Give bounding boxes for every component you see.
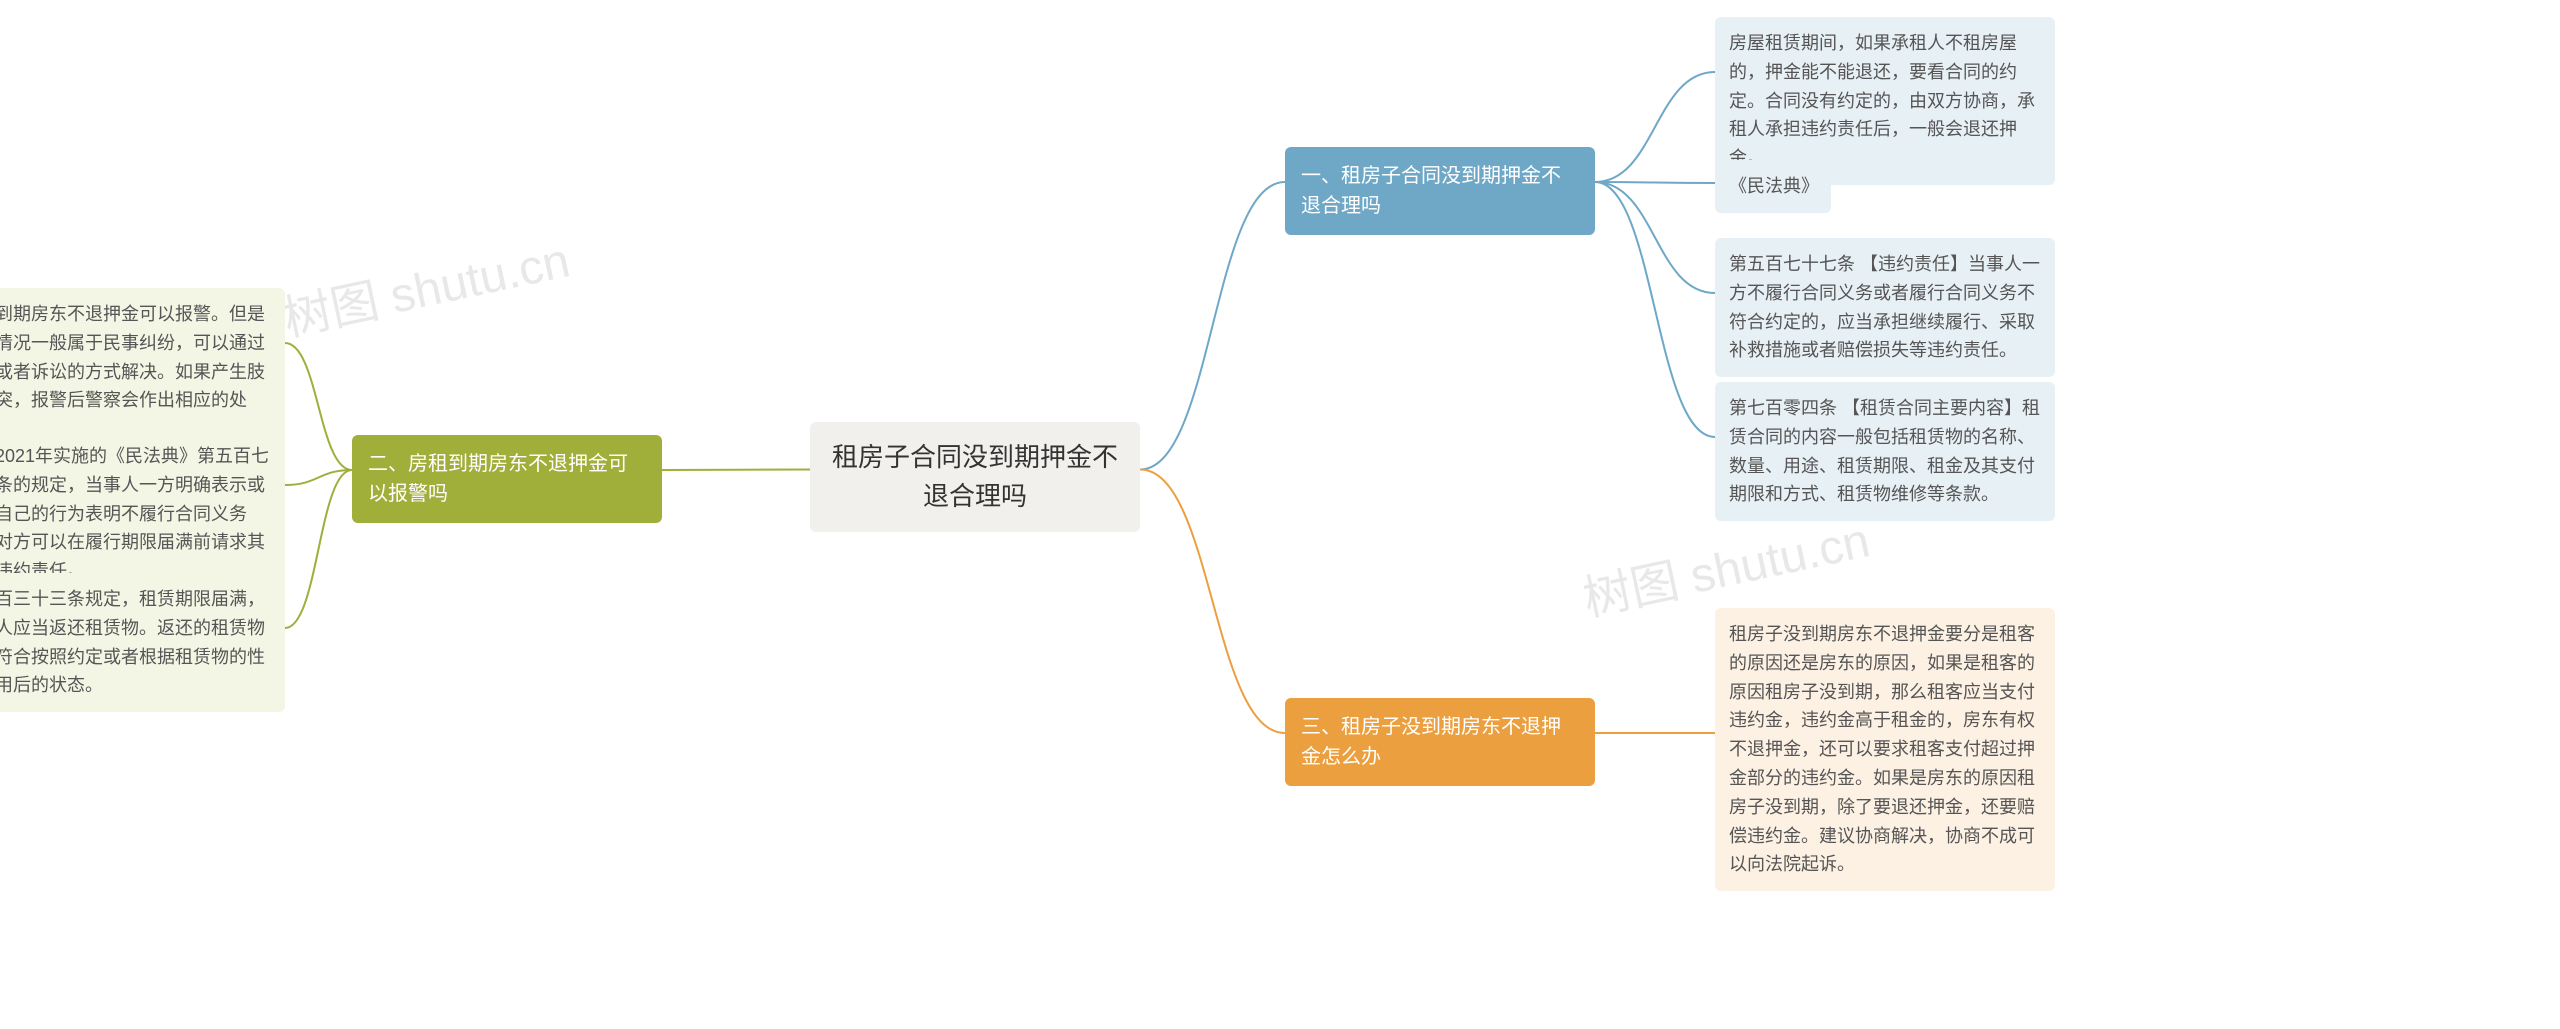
- branch-node: 三、租房子没到期房东不退押金怎么办: [1285, 698, 1595, 786]
- leaf-node: 第五百七十七条 【违约责任】当事人一方不履行合同义务或者履行合同义务不符合约定的…: [1715, 238, 2055, 377]
- branch-node: 一、租房子合同没到期押金不退合理吗: [1285, 147, 1595, 235]
- branch-node: 二、房租到期房东不退押金可以报警吗: [352, 435, 662, 523]
- leaf-node: 第七百零四条 【租赁合同主要内容】租赁合同的内容一般包括租赁物的名称、数量、用途…: [1715, 382, 2055, 521]
- leaf-node: 租房子没到期房东不退押金要分是租客的原因还是房东的原因，如果是租客的原因租房子没…: [1715, 608, 2055, 891]
- leaf-node: 第七百三十三条规定，租赁期限届满，承租人应当返还租赁物。返还的租赁物应当符合按照…: [0, 573, 285, 712]
- leaf-node: 《民法典》: [1715, 160, 1831, 213]
- watermark: 树图 shutu.cn: [276, 221, 575, 350]
- center-node: 租房子合同没到期押金不退合理吗: [810, 422, 1140, 532]
